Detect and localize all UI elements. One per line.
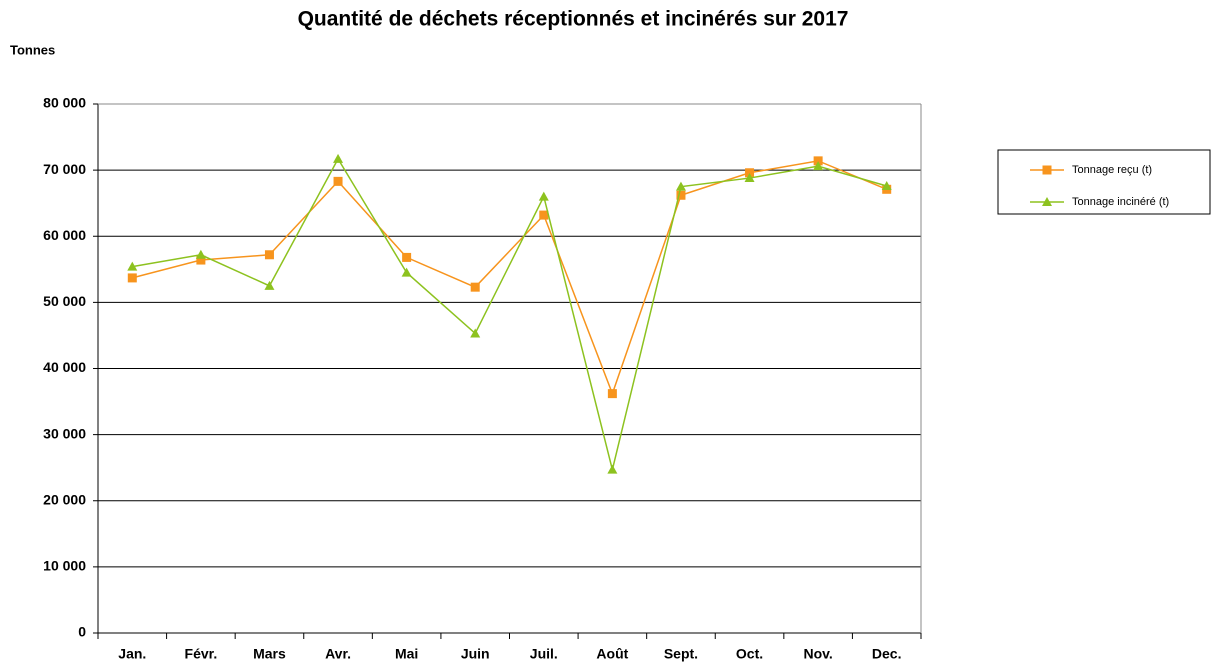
marker: [539, 210, 549, 220]
marker: [607, 389, 617, 399]
marker: [333, 153, 344, 163]
legend-label: Tonnage reçu (t): [1072, 164, 1152, 176]
x-tick-label: Juil.: [530, 646, 558, 662]
x-tick-label: Juin: [461, 646, 490, 662]
series-line: [132, 160, 887, 396]
x-tick-label: Févr.: [185, 646, 218, 662]
marker: [470, 328, 481, 338]
legend-box: [997, 149, 1211, 215]
x-tick-label: Oct.: [736, 646, 763, 662]
marker: [1042, 197, 1052, 206]
y-tick-label: 20 000: [43, 491, 86, 507]
x-tick-label: Mai: [395, 646, 418, 662]
marker: [675, 181, 686, 191]
marker: [881, 180, 892, 190]
marker: [813, 161, 824, 171]
y-tick-label: 30 000: [43, 425, 86, 441]
marker: [264, 250, 274, 260]
legend-label: Tonnage incinéré (t): [1072, 196, 1169, 208]
marker: [333, 176, 343, 186]
y-tick-label: 60 000: [43, 227, 86, 243]
marker: [401, 267, 412, 277]
marker: [676, 190, 686, 200]
marker: [1042, 165, 1052, 175]
x-tick-label: Dec.: [872, 646, 902, 662]
marker: [402, 252, 412, 262]
marker: [264, 280, 275, 290]
marker: [196, 255, 206, 265]
marker: [813, 156, 823, 166]
y-tick-label: 80 000: [43, 95, 86, 111]
y-tick-label: 0: [78, 624, 86, 640]
x-tick-label: Mars: [253, 646, 286, 662]
y-axis-label: Tonnes: [10, 42, 55, 57]
series-line: [132, 157, 887, 470]
marker: [470, 282, 480, 292]
chart-title: Quantité de déchets réceptionnés et inci…: [298, 8, 849, 31]
x-tick-label: Avr.: [325, 646, 351, 662]
x-tick-label: Nov.: [803, 646, 832, 662]
x-tick-label: Sept.: [664, 646, 698, 662]
y-tick-label: 10 000: [43, 558, 86, 574]
marker: [127, 261, 138, 271]
y-tick-label: 40 000: [43, 359, 86, 375]
x-tick-label: Jan.: [118, 646, 146, 662]
marker: [538, 191, 549, 201]
marker: [744, 173, 755, 183]
marker: [127, 273, 137, 283]
marker: [607, 464, 618, 474]
x-tick-label: Août: [596, 646, 628, 662]
y-tick-label: 70 000: [43, 161, 86, 177]
marker: [745, 168, 755, 178]
y-tick-label: 50 000: [43, 293, 86, 309]
marker: [195, 249, 206, 259]
